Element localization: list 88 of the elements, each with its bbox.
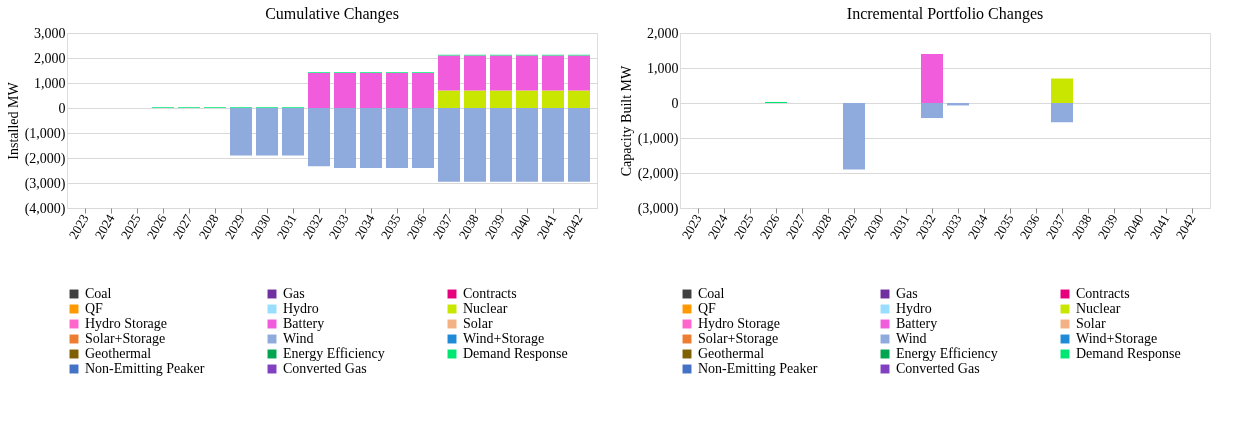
bar: [282, 108, 304, 156]
bar: [360, 108, 382, 168]
legend-label: Wind+Storage: [463, 331, 545, 346]
bar: [334, 73, 356, 108]
bar: [568, 90, 590, 108]
legend-label: QF: [85, 301, 104, 316]
legend-label: Gas: [896, 286, 918, 301]
bar: [438, 90, 460, 108]
bar: [490, 55, 512, 91]
bar: [464, 108, 486, 182]
y-tick-label: (1,000): [24, 125, 66, 142]
legend-label: Wind: [896, 331, 927, 346]
bar: [334, 108, 356, 168]
legend-label: Converted Gas: [283, 361, 367, 376]
y-tick-label: (2,000): [637, 165, 679, 182]
y-tick-label: (1,000): [637, 130, 679, 147]
bar: [490, 108, 512, 182]
y-tick-label: 0: [58, 100, 66, 116]
bar: [542, 108, 564, 182]
legend-label: Solar+Storage: [85, 331, 166, 346]
bar: [568, 108, 590, 182]
y-tick-label: 1,000: [647, 60, 679, 76]
bar: [360, 73, 382, 108]
chart-title: Cumulative Changes: [265, 5, 399, 23]
legend-label: Wind+Storage: [1076, 331, 1158, 346]
bar: [516, 108, 538, 182]
bar: [308, 73, 330, 108]
legend-label: Solar: [463, 316, 493, 331]
legend-label: Battery: [283, 316, 325, 331]
y-tick-label: 2,000: [34, 50, 66, 66]
legend-label: Converted Gas: [896, 361, 980, 376]
bar: [568, 55, 590, 91]
y-tick-label: (2,000): [24, 150, 66, 167]
y-tick-label: (3,000): [24, 175, 66, 192]
legend-label: Energy Efficiency: [896, 346, 998, 361]
bar: [921, 54, 943, 103]
y-tick-label: 3,000: [34, 25, 66, 41]
legend-label: Geothermal: [698, 346, 765, 361]
bar: [921, 103, 943, 119]
legend-label: Hydro: [283, 301, 319, 316]
bar: [542, 55, 564, 91]
y-axis-title: Installed MW: [5, 81, 21, 160]
legend-label: Wind: [283, 331, 314, 346]
legend-label: Demand Response: [1076, 346, 1181, 361]
bar: [438, 55, 460, 91]
legend-label: Geothermal: [85, 346, 152, 361]
legend-label: Battery: [896, 316, 938, 331]
legend-label: Nuclear: [463, 301, 508, 316]
bar: [542, 90, 564, 108]
bar: [516, 55, 538, 91]
y-tick-label: 2,000: [647, 25, 679, 41]
bar: [843, 103, 865, 170]
bar: [230, 108, 252, 156]
y-tick-label: 0: [671, 95, 679, 111]
legend-label: Gas: [283, 286, 305, 301]
chart-title: Incremental Portfolio Changes: [846, 5, 1044, 23]
legend-label: Coal: [698, 286, 725, 301]
bar: [464, 55, 486, 91]
legend-label: Solar: [1076, 316, 1106, 331]
y-tick-label: (3,000): [637, 200, 679, 217]
legend-label: Demand Response: [463, 346, 568, 361]
bar: [308, 108, 330, 167]
bar: [412, 108, 434, 168]
y-tick-label: 1,000: [34, 75, 66, 91]
bar: [256, 108, 278, 156]
y-axis-title: Capacity Built MW: [618, 65, 634, 177]
y-tick-label: (4,000): [24, 200, 66, 217]
bar: [386, 73, 408, 108]
bar: [490, 90, 512, 108]
legend-label: Contracts: [1076, 286, 1130, 301]
bar: [1051, 103, 1073, 123]
bar: [438, 108, 460, 182]
bar: [1051, 78, 1073, 103]
bar: [386, 108, 408, 168]
legend-label: Contracts: [463, 286, 517, 301]
legend-label: Coal: [85, 286, 112, 301]
legend-label: Solar+Storage: [698, 331, 779, 346]
legend-label: Hydro Storage: [698, 316, 781, 331]
legend-label: Non-Emitting Peaker: [85, 361, 205, 376]
legend-label: Hydro Storage: [85, 316, 168, 331]
bar: [412, 73, 434, 108]
legend-label: Energy Efficiency: [283, 346, 385, 361]
bar: [464, 90, 486, 108]
legend-label: Non-Emitting Peaker: [698, 361, 818, 376]
legend-label: Hydro: [896, 301, 932, 316]
legend-label: Nuclear: [1076, 301, 1121, 316]
legend-label: QF: [698, 301, 717, 316]
bar: [516, 90, 538, 108]
